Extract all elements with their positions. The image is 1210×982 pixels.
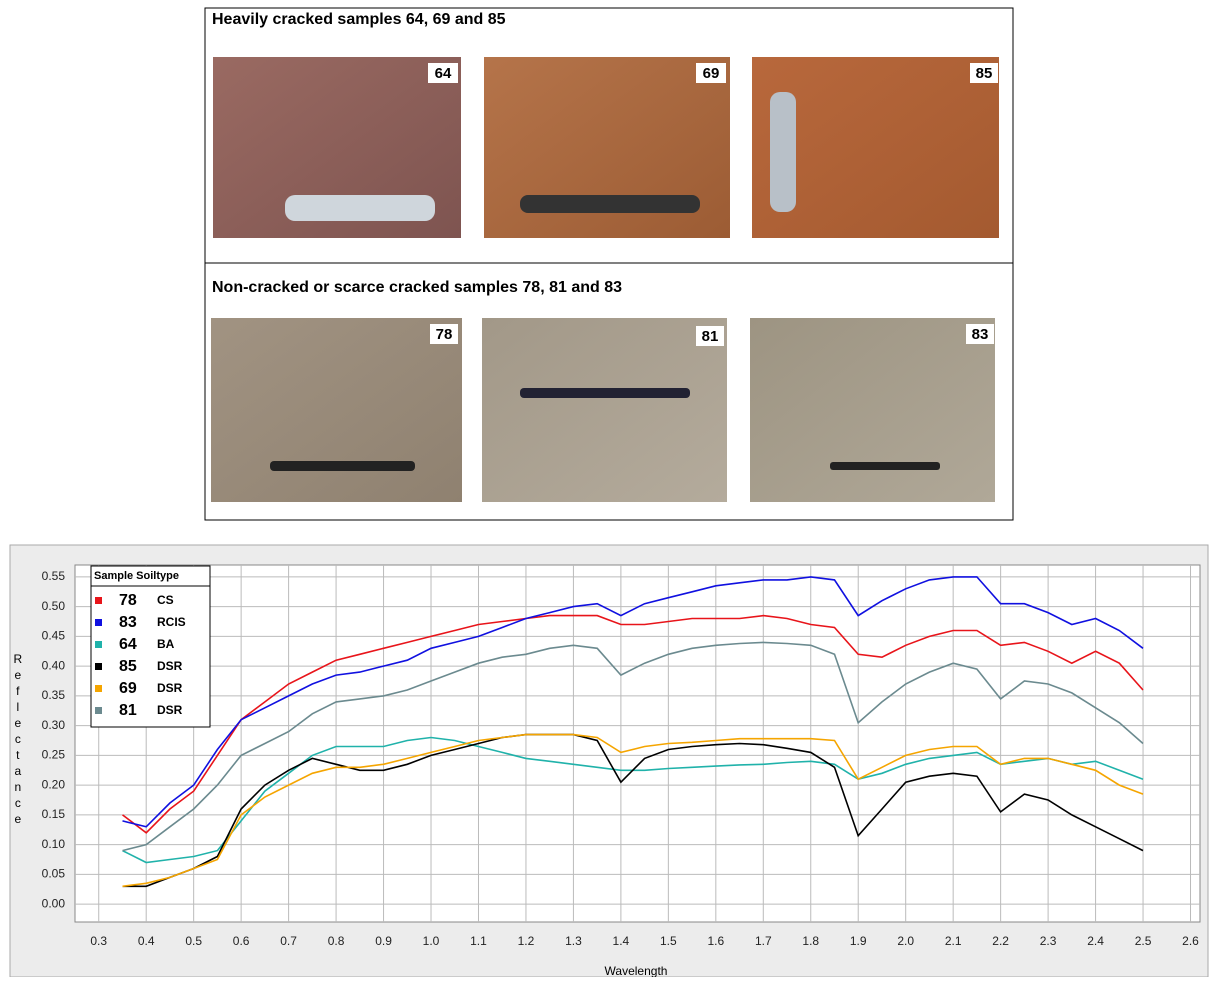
legend-swatch [95,663,102,670]
pen [520,388,690,398]
legend-soiltype: RCIS [157,615,186,629]
legend-swatch [95,707,102,714]
y-tick-label: 0.55 [42,569,66,583]
legend-swatch [95,597,102,604]
legend-label: 69 [119,680,137,697]
y-tick-label: 0.05 [42,867,66,881]
y-tick-label: 0.35 [42,688,66,702]
legend-soiltype: CS [157,593,174,607]
x-tick-label: 0.9 [375,934,392,948]
x-tick-label: 1.6 [707,934,724,948]
x-tick-label: 0.6 [233,934,250,948]
legend: Sample Soiltype 78 CS 83 RCIS 64 BA 85 DSR 69 DSR 8… [91,566,210,727]
group-title: Non-cracked or scarce cracked samples 78… [212,279,622,296]
legend-swatch [95,641,102,648]
legend-swatch [95,685,102,692]
y-tick-label: 0.10 [42,837,66,851]
y-tick-label: 0.20 [42,777,66,791]
photo-tag: 81 [702,328,719,345]
legend-label: 78 [119,592,137,609]
x-tick-label: 1.8 [802,934,819,948]
x-tick-label: 0.3 [90,934,107,948]
photo [482,318,727,502]
y-tick-label: 0.40 [42,658,66,672]
plot-area [75,565,1200,922]
legend-title: Sample Soiltype [94,570,179,582]
legend-soiltype: DSR [157,681,183,695]
x-tick-label: 2.4 [1087,934,1104,948]
legend-soiltype: DSR [157,703,183,717]
y-tick-label: 0.25 [42,748,66,762]
x-tick-label: 0.5 [185,934,202,948]
knife [770,92,796,212]
x-tick-label: 1.7 [755,934,772,948]
photo [750,318,995,502]
x-tick-label: 2.0 [897,934,914,948]
legend-label: 81 [119,702,137,719]
x-tick-label: 2.1 [945,934,962,948]
photo-tag: 83 [972,326,989,343]
x-tick-label: 1.4 [613,934,630,948]
y-tick-label: 0.50 [42,599,66,613]
photo-tag: 85 [976,65,993,82]
x-tick-label: 2.5 [1135,934,1152,948]
pen [830,462,940,470]
x-tick-label: 0.8 [328,934,345,948]
legend-soiltype: DSR [157,659,183,673]
y-tick-label: 0.00 [42,896,66,910]
legend-label: 64 [119,636,137,653]
knife [520,195,700,213]
x-tick-label: 2.6 [1182,934,1199,948]
pen [270,461,415,471]
x-tick-label: 1.9 [850,934,867,948]
legend-swatch [95,619,102,626]
y-tick-label: 0.45 [42,629,66,643]
photo-tag: 78 [436,326,453,343]
y-axis-label: Reflectance [11,652,25,828]
x-tick-label: 1.1 [470,934,487,948]
x-tick-label: 1.0 [423,934,440,948]
photo [211,318,462,502]
x-tick-label: 1.2 [518,934,535,948]
x-axis-label: Wavelength [605,964,668,977]
figure: Heavily cracked samples 64, 69 and 85 No… [0,0,1210,977]
x-tick-label: 2.2 [992,934,1009,948]
photo-tag: 69 [703,65,720,82]
legend-label: 85 [119,658,137,675]
legend-soiltype: BA [157,637,175,651]
legend-box [91,566,210,727]
group-title: Heavily cracked samples 64, 69 and 85 [212,11,506,28]
x-tick-label: 1.3 [565,934,582,948]
x-tick-label: 2.3 [1040,934,1057,948]
knife [285,195,435,221]
y-tick-label: 0.30 [42,718,66,732]
x-tick-label: 1.5 [660,934,677,948]
photo-tag: 64 [435,65,452,82]
x-tick-label: 0.4 [138,934,155,948]
x-tick-label: 0.7 [280,934,297,948]
legend-label: 83 [119,614,137,631]
y-tick-label: 0.15 [42,807,66,821]
